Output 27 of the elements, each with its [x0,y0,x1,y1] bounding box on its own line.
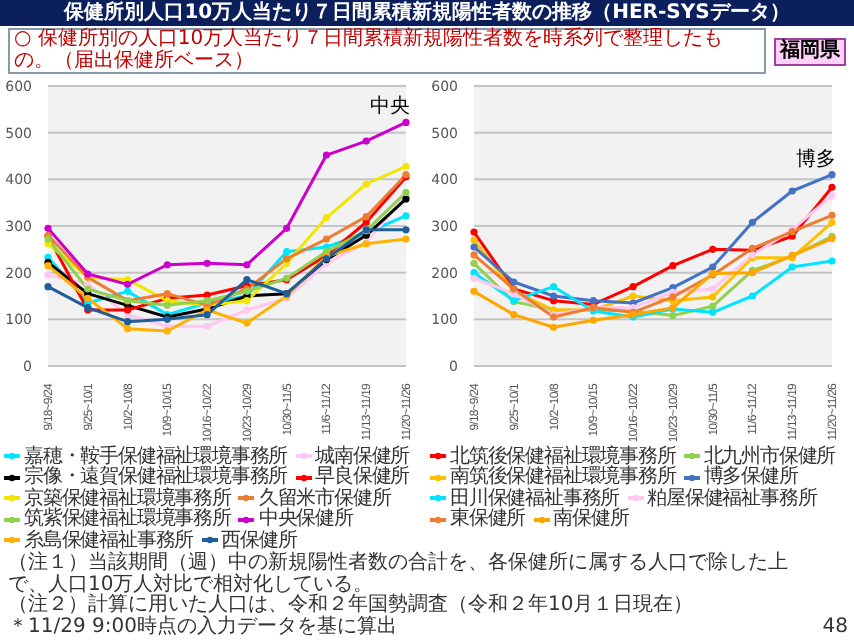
text: 48 [822,615,848,638]
legend-label: 筑紫保健福祉環境事務所 [24,508,231,531]
text: 福岡県 [774,37,846,65]
text: ＊11/29 9:00時点の入力データを基に算出 [8,615,399,638]
text: （注１）当該期間（週）中の新規陽性者数の合計を、各保健所に属する人口で除した上で、人口10万人対比で相対化している。 [8,552,790,595]
legend-label: 粕屋保健福祉事務所 [647,487,817,510]
legend-label: 北九州市保健所 [703,445,836,468]
chart-title: 保健所別人口10万人当たり７日間累積新規陽性者数の推移（HER-SYSデータ） [0,0,854,26]
legend-label: 城南保健所 [315,445,410,468]
legend-label: 北筑後保健福祉環境事務所 [450,445,676,468]
chart-subtitle: ○ 保健所別の人口10万人当たり７日間累積新規陽性者数を時系列で整理したもの。（届出保健所ベース） [8,28,766,74]
legend-label: 東保健所 [450,508,526,531]
legend-label: 南保健所 [553,508,629,531]
legend-label: 西保健所 [221,529,297,552]
annotation: 博多 [796,146,836,171]
legend-label: 糸島保健福祉事務所 [24,529,194,552]
legend-label: 宗像・遠賀保健福祉環境事務所 [24,466,288,489]
legend-label: 博多保健所 [703,466,798,489]
legend-label: 京築保健福祉環境事務所 [24,487,231,510]
legend-label: 中央保健所 [258,508,353,531]
legend-label: 田川保健福祉事務所 [450,487,620,510]
text: （注２）計算に用いた人口は、令和２年国勢調査（令和２年10月１日現在） [8,594,696,616]
legend-label: 早良保健所 [315,466,410,489]
legend-label: 久留米市保健所 [258,487,391,510]
annotation: 中央 [370,94,410,119]
legend-label: 嘉穂・鞍手保健福祉環境事務所 [24,445,288,468]
legend-label: 南筑後保健福祉環境事務所 [450,466,676,489]
